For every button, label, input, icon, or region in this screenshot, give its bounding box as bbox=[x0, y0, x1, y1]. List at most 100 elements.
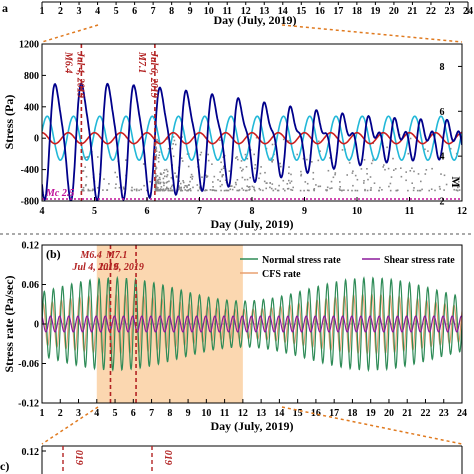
seismicity-point bbox=[189, 176, 192, 178]
seismicity-point bbox=[133, 188, 136, 191]
seismicity-point bbox=[116, 176, 118, 178]
seismicity-point bbox=[180, 188, 182, 190]
panel-a-ytick: 0 bbox=[34, 134, 39, 145]
seismicity-point bbox=[205, 174, 207, 177]
seismicity-point bbox=[458, 189, 461, 191]
seismicity-point bbox=[265, 182, 268, 184]
seismicity-point bbox=[231, 185, 233, 187]
seismicity-point bbox=[438, 185, 441, 188]
seismicity-point bbox=[254, 167, 256, 170]
seismicity-point bbox=[229, 185, 232, 187]
seismicity-point bbox=[394, 168, 397, 170]
seismicity-point bbox=[417, 173, 420, 175]
top-tick-label: 3 bbox=[77, 6, 82, 17]
seismicity-point bbox=[212, 189, 215, 191]
seismicity-point bbox=[156, 189, 159, 192]
seismicity-point bbox=[181, 189, 184, 192]
seismicity-point bbox=[168, 189, 170, 192]
panel-a-xtick: 6 bbox=[145, 206, 150, 217]
seismicity-point bbox=[400, 167, 402, 169]
seismicity-point bbox=[207, 153, 209, 156]
seismicity-point bbox=[263, 180, 266, 183]
seismicity-point bbox=[356, 178, 359, 181]
seismicity-point bbox=[171, 189, 173, 191]
seismicity-point bbox=[186, 185, 188, 187]
panel-a-ylabel: Stress (Pa) bbox=[2, 95, 16, 150]
seismicity-point bbox=[286, 188, 289, 190]
seismicity-point bbox=[260, 166, 262, 168]
panel-b-ytick: -0.06 bbox=[18, 359, 39, 370]
seismicity-point bbox=[354, 189, 357, 192]
seismicity-point bbox=[360, 168, 363, 170]
seismicity-point bbox=[108, 183, 110, 185]
seismicity-point bbox=[228, 170, 231, 172]
panel-b-xtick: 22 bbox=[420, 408, 430, 419]
seismicity-point bbox=[165, 188, 167, 190]
seismicity-point bbox=[288, 166, 290, 168]
seismicity-point bbox=[313, 189, 315, 191]
seismicity-point bbox=[180, 186, 182, 189]
seismicity-point bbox=[346, 174, 348, 176]
panel-b-xtick: 5 bbox=[113, 408, 118, 419]
seismicity-point bbox=[443, 174, 446, 177]
seismicity-point bbox=[154, 157, 157, 159]
seismicity-point bbox=[220, 189, 222, 192]
panel-a-xtick: 8 bbox=[250, 206, 255, 217]
panel-a-xtick: 9 bbox=[302, 206, 307, 217]
seismicity-point bbox=[158, 154, 161, 156]
seismicity-point bbox=[222, 174, 224, 176]
seismicity-point bbox=[207, 159, 210, 162]
seismicity-point bbox=[258, 187, 261, 190]
seismicity-point bbox=[81, 157, 83, 159]
seismicity-point bbox=[341, 189, 343, 192]
seismicity-point bbox=[434, 189, 436, 192]
seismicity-point bbox=[291, 189, 294, 191]
seismicity-point bbox=[192, 186, 194, 189]
seismicity-point bbox=[170, 185, 173, 188]
seismicity-point bbox=[170, 189, 172, 191]
event-date-a: Jul 6, 2019 bbox=[148, 51, 159, 98]
seismicity-point bbox=[372, 159, 374, 162]
top-axis-label: Day (July, 2019) bbox=[213, 13, 296, 27]
seismicity-point bbox=[242, 168, 244, 171]
top-tick-label: 21 bbox=[407, 6, 417, 17]
seismicity-point bbox=[378, 189, 380, 192]
seismicity-point bbox=[253, 188, 255, 191]
seismicity-point bbox=[269, 182, 271, 184]
seismicity-point bbox=[182, 181, 185, 184]
seismicity-point bbox=[334, 172, 337, 174]
seismicity-point bbox=[157, 160, 160, 163]
seismicity-point bbox=[241, 176, 244, 179]
top-tick-label: 24 bbox=[463, 6, 473, 17]
seismicity-point bbox=[326, 189, 328, 191]
seismicity-point bbox=[156, 175, 159, 177]
seismicity-point bbox=[306, 182, 309, 185]
seismicity-point bbox=[284, 189, 286, 192]
seismicity-point bbox=[389, 189, 392, 192]
panel-c-date-2: 019 bbox=[162, 450, 173, 465]
panel-b-ytick: 0.06 bbox=[22, 280, 40, 291]
seismicity-point bbox=[274, 188, 277, 190]
seismicity-point bbox=[209, 189, 212, 191]
seismicity-point bbox=[312, 178, 315, 180]
legend-cfs: CFS rate bbox=[262, 269, 301, 280]
seismicity-point bbox=[339, 189, 341, 191]
seismicity-point bbox=[154, 183, 157, 185]
seismicity-point bbox=[264, 171, 266, 174]
seismicity-point bbox=[253, 153, 255, 156]
panel-b-xtick: 23 bbox=[439, 408, 449, 419]
seismicity-point bbox=[165, 182, 168, 184]
top-tick-label: 19 bbox=[370, 6, 380, 17]
seismicity-point bbox=[413, 170, 415, 173]
seismicity-point bbox=[159, 188, 162, 190]
seismicity-point bbox=[418, 189, 421, 192]
seismicity-point bbox=[131, 189, 133, 192]
seismicity-point bbox=[157, 182, 160, 185]
panel-b-xtick: 18 bbox=[347, 408, 357, 419]
seismicity-point bbox=[259, 189, 262, 191]
panel-c-ytick: 0.12 bbox=[22, 447, 40, 458]
seismicity-point bbox=[302, 157, 305, 160]
seismicity-point bbox=[118, 186, 121, 189]
seismicity-point bbox=[163, 172, 165, 174]
seismicity-point bbox=[166, 186, 168, 189]
